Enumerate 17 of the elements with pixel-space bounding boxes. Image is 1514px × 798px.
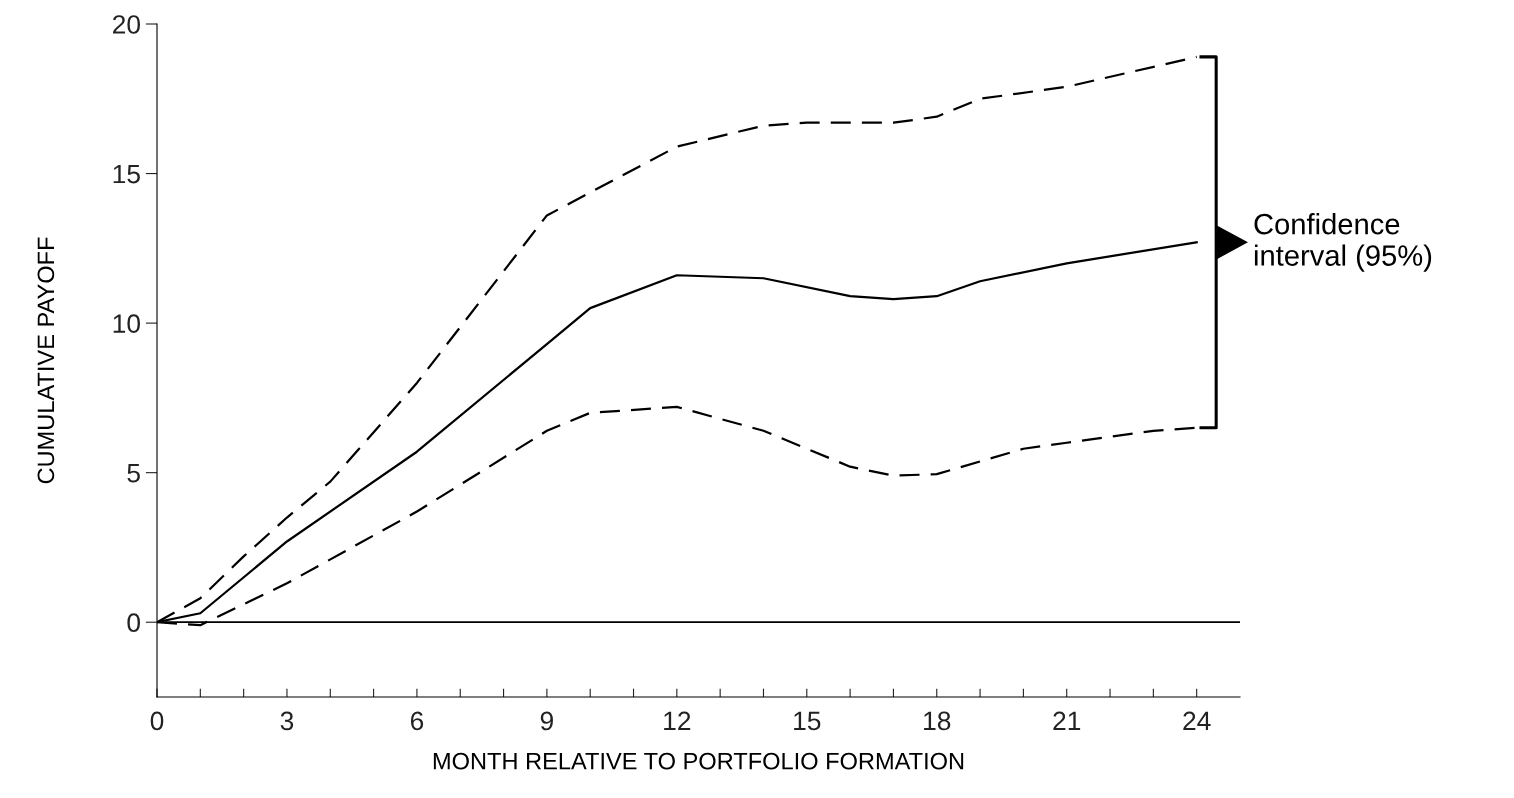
y-tick-label: 10 (113, 314, 140, 333)
x-tick-label: 21 (1053, 711, 1081, 731)
x-tick-label: 9 (540, 711, 553, 731)
x-tick-label: 12 (664, 711, 691, 731)
x-tick-label: 18 (924, 711, 951, 731)
y-tick-label: 5 (127, 464, 140, 483)
x-tick-label: 0 (150, 711, 164, 731)
y-axis-title: CUMULATIVE PAYOFF (37, 237, 55, 484)
x-tick-label: 24 (1183, 711, 1211, 731)
x-tick-label: 15 (794, 711, 821, 731)
y-tick-label: 0 (127, 613, 140, 633)
text: Confidence interval (95%) (1254, 213, 1432, 272)
y-tick-label: 20 (113, 15, 140, 34)
x-tick-label: 6 (410, 711, 424, 731)
x-tick-label: 3 (280, 711, 294, 731)
x-axis-title: MONTH RELATIVE TO PORTFOLIO FORMATION (433, 752, 964, 770)
y-tick-label: 15 (113, 164, 140, 184)
